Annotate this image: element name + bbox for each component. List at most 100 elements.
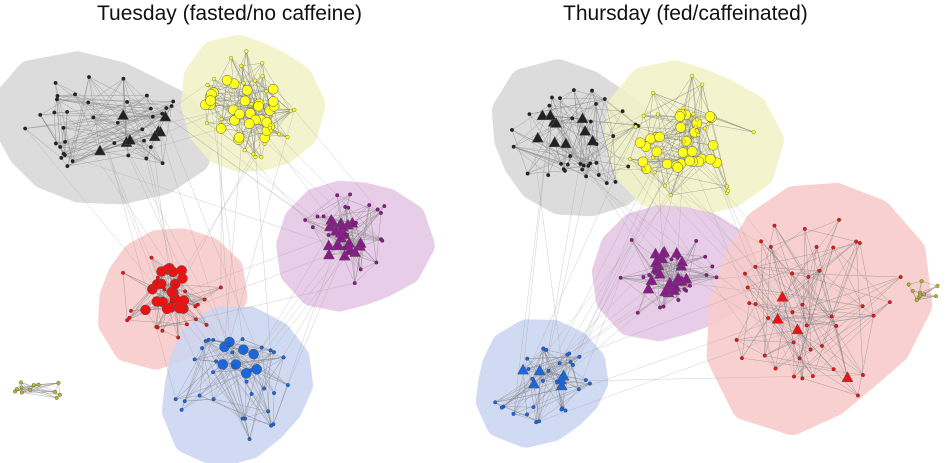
edge <box>511 105 550 131</box>
node-olive <box>19 380 24 385</box>
edge <box>764 246 772 356</box>
edge <box>93 117 147 159</box>
edge-between-clusters <box>162 113 275 394</box>
node-gray <box>126 153 131 158</box>
node-blue <box>248 368 253 373</box>
edge-between-clusters <box>222 100 246 365</box>
edge <box>551 97 586 132</box>
edge <box>747 241 857 288</box>
node-red <box>156 266 167 277</box>
edge <box>513 348 544 414</box>
node-olive <box>54 395 59 400</box>
node-gray <box>148 130 161 142</box>
node-yellow <box>651 146 663 158</box>
edge <box>792 311 832 317</box>
node-blue <box>499 405 504 410</box>
edge <box>760 241 783 298</box>
edge-between-clusters <box>535 90 593 423</box>
node-red <box>841 371 854 382</box>
edge <box>921 280 938 287</box>
node-red <box>871 313 876 318</box>
node-blue <box>555 379 560 384</box>
edge-between-clusters <box>681 270 820 282</box>
edge <box>267 411 272 426</box>
edge <box>654 172 666 186</box>
edge <box>63 108 151 154</box>
node-gray <box>602 97 607 101</box>
edge-between-clusters <box>591 90 811 350</box>
node-red <box>831 245 836 250</box>
node-red <box>176 265 187 276</box>
edge <box>348 207 383 241</box>
edge <box>592 125 639 142</box>
node-purple <box>323 220 336 232</box>
node-red <box>834 323 839 328</box>
node-gray <box>169 104 174 108</box>
edge <box>747 287 814 377</box>
node-purple <box>379 211 383 215</box>
edge <box>792 276 901 313</box>
edge <box>736 339 743 359</box>
edge <box>221 128 288 138</box>
edge <box>537 138 583 170</box>
edge <box>230 57 239 140</box>
node-yellow <box>700 82 705 87</box>
edge <box>305 194 338 221</box>
node-purple <box>669 257 674 262</box>
node-red <box>804 323 809 328</box>
edge-between-clusters <box>273 233 341 425</box>
node-gray <box>559 161 564 166</box>
edge <box>63 141 66 154</box>
node-purple <box>694 238 699 243</box>
node-red <box>797 356 802 361</box>
edge <box>635 126 697 131</box>
edge <box>596 162 599 176</box>
edge <box>681 240 697 263</box>
node-olive <box>14 387 19 392</box>
node-olive <box>53 389 57 394</box>
node-yellow <box>681 106 686 111</box>
node-red <box>129 308 133 313</box>
edge <box>241 65 260 104</box>
node-red <box>792 374 796 379</box>
edge <box>64 129 143 156</box>
edge-between-clusters <box>174 156 256 285</box>
edge <box>253 103 260 155</box>
edge-between-clusters <box>128 128 222 156</box>
edge-between-clusters <box>533 126 696 408</box>
node-olive <box>919 279 924 284</box>
edge <box>696 84 703 124</box>
edge <box>580 143 597 165</box>
node-yellow <box>707 140 719 151</box>
edge <box>549 105 616 183</box>
edge <box>72 108 151 162</box>
edge-between-clusters <box>542 116 681 381</box>
edge <box>527 155 571 174</box>
node-purple <box>382 204 387 209</box>
edge <box>61 117 94 159</box>
edge-between-clusters <box>585 176 756 305</box>
node-red <box>155 275 160 280</box>
edge <box>503 378 533 407</box>
edge <box>360 262 377 270</box>
edge <box>74 94 101 152</box>
edge <box>543 348 562 410</box>
node-yellow <box>637 156 649 168</box>
edge <box>755 225 775 305</box>
node-purple <box>374 260 379 265</box>
edge <box>643 92 654 116</box>
node-blue <box>211 397 216 402</box>
cluster-hull-blue <box>475 319 609 448</box>
edge <box>67 101 174 113</box>
panel-title-thursday: Thursday (fed/caffeinated) <box>563 2 808 25</box>
edge-between-clusters <box>56 99 247 382</box>
edge <box>354 262 377 284</box>
edge <box>513 146 566 172</box>
node-red <box>806 274 811 279</box>
node-red <box>173 284 178 289</box>
node-blue <box>248 348 259 360</box>
edge <box>232 352 251 371</box>
node-gray <box>511 144 516 149</box>
edge <box>572 118 597 164</box>
